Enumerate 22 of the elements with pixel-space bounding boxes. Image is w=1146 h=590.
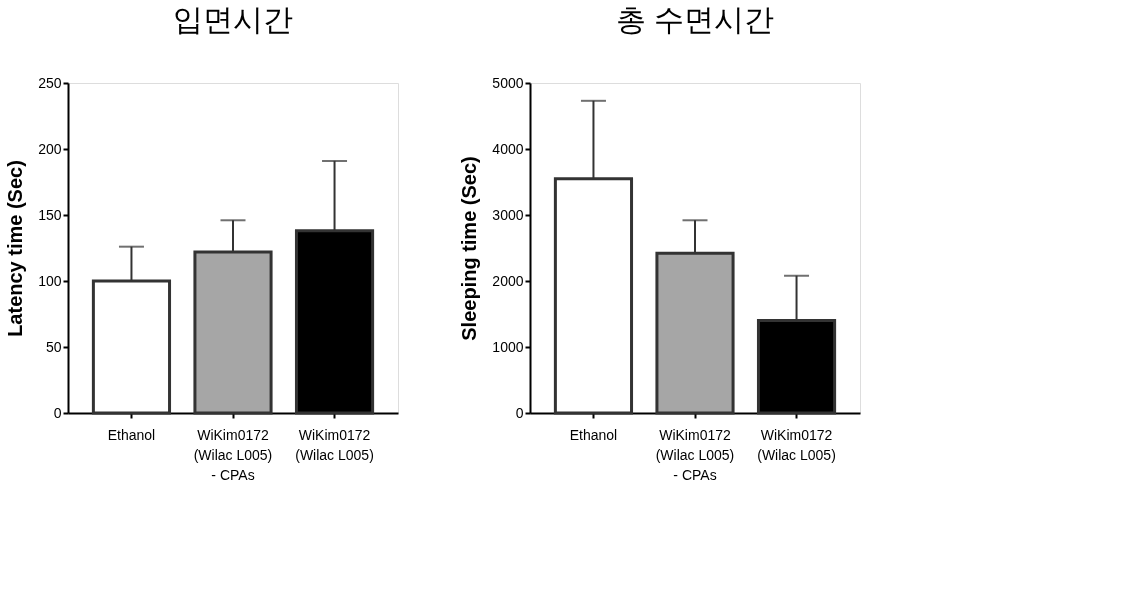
x-tick-label: Ethanol [569, 426, 618, 443]
y-tick-label: 3000 [492, 206, 524, 223]
x-tick-label: Ethanol [107, 426, 156, 443]
x-tick-label: WiKim0172 (Wilac L005) [295, 426, 374, 463]
y-tick-label: 50 [45, 338, 62, 355]
y-tick-label: 200 [38, 140, 62, 157]
y-tick-label: 1000 [492, 338, 524, 355]
y-tick-label: 100 [38, 272, 62, 289]
y-tick-label: 0 [53, 404, 62, 421]
chart-title: 총 수면시간 [615, 3, 775, 36]
y-tick-label: 250 [38, 74, 62, 91]
y-tick-label: 150 [38, 206, 62, 223]
y-axis-title: Sleeping time (Sec) [458, 156, 481, 341]
y-tick-label: 2000 [492, 272, 524, 289]
x-tick-label: WiKim0172 (Wilac L005) - CPAs [193, 426, 273, 483]
y-tick-label: 4000 [492, 140, 524, 157]
y-tick-label: 5000 [492, 74, 524, 91]
y-tick-label: 0 [515, 404, 524, 421]
x-tick-label: WiKim0172 (Wilac L005) - CPAs [655, 426, 735, 483]
x-tick-label: WiKim0172 (Wilac L005) [757, 426, 836, 463]
chart-title: 입면시간 [173, 3, 293, 36]
y-axis-title: Latency time (Sec) [4, 160, 27, 337]
